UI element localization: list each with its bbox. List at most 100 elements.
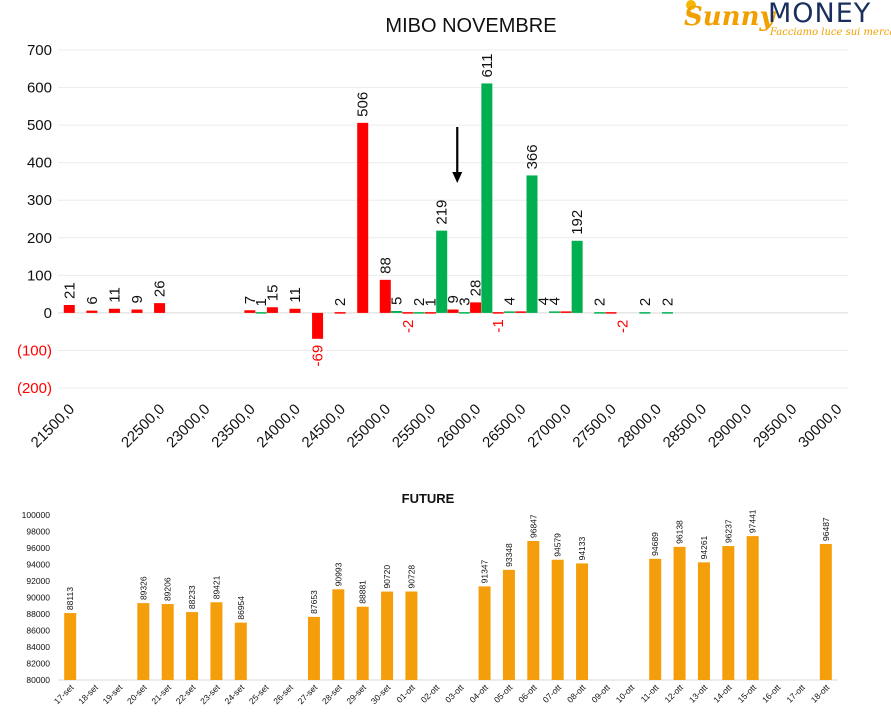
bar [405,591,418,680]
data-label: 89326 [138,576,148,600]
y-tick-label: (200) [17,380,52,397]
x-tick-label: 23500,0 [208,401,258,451]
bar [64,613,77,680]
bar [63,305,75,313]
bar [819,543,832,680]
y-tick-label: 84000 [26,642,50,652]
future-chart: FUTURE 100000 98000 96000 94000 92000 90000 880… [22,491,838,706]
y-tick-label: 300 [27,192,52,209]
arrow-head-icon [452,172,463,183]
data-label: -2 [614,320,631,333]
data-label: 96487 [821,517,831,541]
logo-tagline: Facciamo luce sui mercati [770,27,891,38]
logo-brand-first: Sunny [684,2,775,32]
x-tick-label: 22-set [174,682,198,706]
bar [413,312,425,314]
data-label: 96138 [675,520,685,544]
data-label: 88233 [187,585,197,609]
x-tick-label: 13-ott [687,682,710,705]
data-label: 26 [152,280,169,297]
y-tick-label: 86000 [26,626,50,636]
bar [381,591,394,680]
bar [447,309,459,313]
data-label: 21 [61,282,78,299]
data-label: 5 [389,297,406,305]
x-tick-label: 17-ott [784,682,807,705]
data-label: 88 [377,257,394,274]
y-tick-label: 200 [27,230,52,247]
data-label: 88881 [358,580,368,604]
bar [402,312,414,314]
bar [515,311,527,313]
y-tick-label: 700 [27,42,52,59]
sun-icon [686,0,696,10]
x-tick-label: 18-set [76,682,100,706]
x-tick-label: 23-set [198,682,222,706]
data-label: 4 [535,297,552,305]
x-tick-label: 02-ott [419,682,442,705]
data-label: -69 [310,345,327,367]
x-tick-label: 17-set [52,682,76,706]
x-tick-label: 20-set [125,682,149,706]
bar [266,307,278,313]
bar [356,606,369,680]
x-tick-label: 05-ott [492,682,515,705]
bar [594,312,606,314]
x-tick-label: 30-set [369,682,393,706]
x-tick-label: 27000,0 [524,401,574,451]
data-label: 94579 [553,533,563,557]
data-label: 86954 [236,596,246,620]
y-tick-label: 600 [27,80,52,97]
data-label: 4 [501,297,518,305]
data-label: 611 [479,54,496,78]
x-tick-label: 07-ott [541,682,564,705]
future-title: FUTURE [402,491,455,506]
bar [86,310,98,313]
x-tick-label: 09-ott [589,682,612,705]
y-tick-label: 100000 [22,510,51,520]
data-label: 11 [106,287,123,303]
x-tick-label: 26-set [271,682,295,706]
bar [576,563,589,680]
x-tick-label: 21500,0 [28,401,78,451]
x-tick-label: 27-set [296,682,320,706]
data-label: 93348 [504,543,514,567]
bar [458,312,470,314]
bar [391,311,403,313]
data-label: 89206 [163,577,173,601]
data-label: 88113 [65,587,75,610]
bar [234,622,247,680]
data-label: 90728 [406,565,416,589]
x-tick-label: 06-ott [516,682,539,705]
bar [357,122,369,313]
bar [526,175,538,313]
x-tick-label: 25500,0 [389,401,439,451]
bar [210,602,223,680]
x-tick-label: 22500,0 [118,401,168,451]
sunny-money-logo: Sunny MONEY Facciamo luce sui mercati [684,0,891,40]
x-tick-label: 10-ott [614,682,637,705]
x-tick-label: 28000,0 [615,401,665,451]
x-tick-label: 26000,0 [434,401,484,451]
data-label: 97441 [748,509,758,533]
data-label: 2 [592,298,609,306]
x-tick-label: 21-set [149,682,173,706]
bar [108,308,120,313]
y-tick-label: 94000 [26,560,50,570]
data-label: 96847 [528,514,538,538]
bar [379,279,391,313]
y-tick-label: 92000 [26,576,50,586]
y-tick-label: 90000 [26,593,50,603]
bar [571,240,583,313]
data-label: -2 [400,320,417,333]
y-tick-label: 98000 [26,527,50,537]
bar [137,603,150,680]
x-tick-label: 28500,0 [660,401,710,451]
bar [560,311,572,313]
y-tick-label: 80000 [26,675,50,685]
bar [661,312,673,314]
x-tick-label: 30000,0 [795,401,845,451]
data-label: 219 [434,200,451,225]
x-tick-label: 24-set [222,682,246,706]
bar [492,312,504,314]
